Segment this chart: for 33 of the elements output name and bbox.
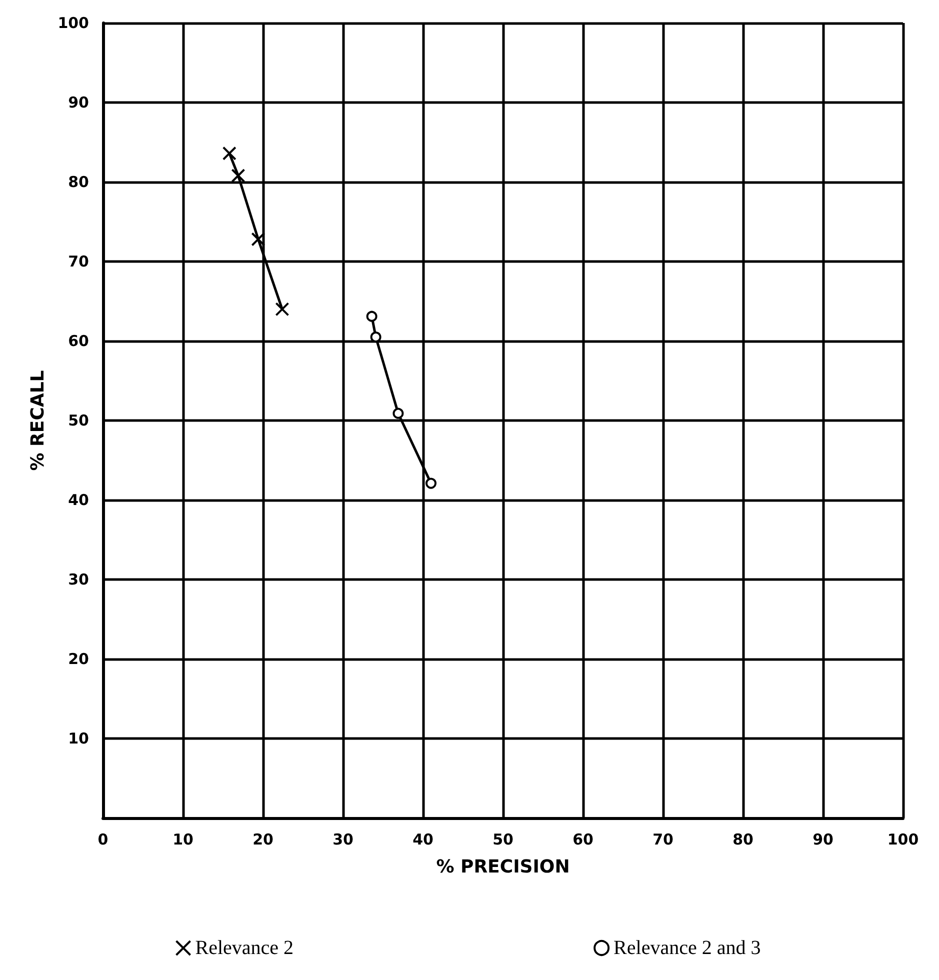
y-tick-label: 20 xyxy=(68,650,89,668)
point xyxy=(222,146,236,160)
y-tick-label: 60 xyxy=(68,332,89,350)
x-tick-label: 70 xyxy=(652,830,674,848)
y-tick-label: 90 xyxy=(68,94,89,112)
x-tick-label: 20 xyxy=(252,830,274,848)
x-tick-label: 80 xyxy=(732,830,754,848)
point xyxy=(251,232,266,246)
legend-label: Relevance 2 xyxy=(195,937,294,959)
x-tick-label: 0 xyxy=(98,830,108,848)
x-axis-title: % PRECISION xyxy=(436,856,570,878)
x-tick-label: 30 xyxy=(332,830,354,848)
point xyxy=(426,478,436,489)
x-tick-label: 10 xyxy=(172,830,194,848)
y-tick-label: 10 xyxy=(68,730,89,748)
point xyxy=(392,408,404,419)
y-tick-label: 50 xyxy=(68,412,89,430)
y-tick-label: 30 xyxy=(68,570,89,588)
legend-label: Relevance 2 and 3 xyxy=(614,937,761,959)
point xyxy=(370,332,382,343)
y-tick-label: 40 xyxy=(68,491,89,509)
point xyxy=(275,302,290,316)
y-tick-label: 100 xyxy=(58,14,89,32)
point xyxy=(231,168,246,183)
x-tick-label: 40 xyxy=(412,830,434,848)
y-tick-label: 70 xyxy=(68,252,89,270)
y-tick-label: 80 xyxy=(68,173,89,191)
point xyxy=(366,310,378,322)
x-tick-label: 50 xyxy=(492,830,514,848)
x-tick-label: 90 xyxy=(812,830,834,848)
x-tick-label: 60 xyxy=(572,830,594,848)
y-axis-title: % RECALL xyxy=(27,370,48,471)
x-tick-label: 100 xyxy=(887,830,919,848)
